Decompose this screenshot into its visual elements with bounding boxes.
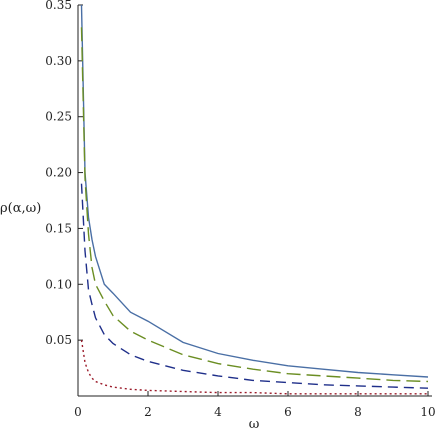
y-tick-label: 0.30 <box>45 54 72 68</box>
y-tick-label: 0.05 <box>45 333 72 347</box>
x-axis-label: ω <box>249 417 260 432</box>
y-tick-label: 0.25 <box>45 110 72 124</box>
x-tick-label: 2 <box>144 405 152 419</box>
x-tick-label: 8 <box>354 405 362 419</box>
y-tick-label: 0.20 <box>45 166 72 180</box>
series-line-1 <box>80 4 429 378</box>
series-line-4 <box>80 339 428 395</box>
y-tick-label: 0.10 <box>45 277 72 291</box>
y-tick-label: 0.35 <box>45 0 72 12</box>
x-tick-label: 10 <box>420 405 435 419</box>
x-tick-label: 4 <box>214 405 222 419</box>
x-tick-label: 0 <box>74 405 82 419</box>
y-tick-label: 0.15 <box>45 221 72 235</box>
y-axis-label: ρ(α,ω) <box>0 201 41 216</box>
series-layer <box>80 4 429 395</box>
x-tick-label: 6 <box>284 405 292 419</box>
labels: ω ρ(α,ω) <box>0 201 259 432</box>
series-line-3 <box>80 183 429 389</box>
axes: 0 2 4 6 8 10 0.05 0.10 0.15 0.20 0.25 0.30 0.35 <box>45 0 435 419</box>
series-line-2 <box>80 27 429 383</box>
